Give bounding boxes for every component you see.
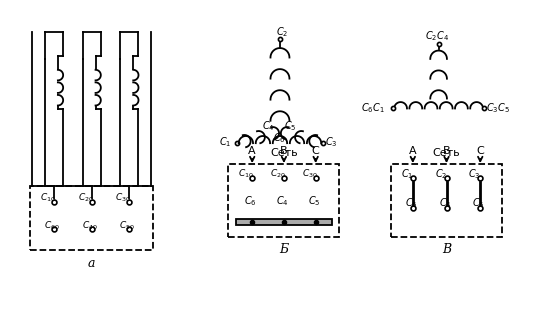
Text: $C_3C_5$: $C_3C_5$ bbox=[486, 102, 510, 115]
Text: а: а bbox=[88, 257, 95, 270]
Text: $C_{30}$: $C_{30}$ bbox=[115, 192, 131, 204]
Text: $C_6C_1$: $C_6C_1$ bbox=[361, 102, 385, 115]
Text: $C_4$: $C_4$ bbox=[439, 197, 451, 210]
Text: $C_{20}$: $C_{20}$ bbox=[78, 192, 94, 204]
Text: В: В bbox=[442, 243, 451, 256]
Text: B: B bbox=[280, 146, 288, 156]
Text: $C_6$: $C_6$ bbox=[244, 195, 257, 208]
Text: $C_6$: $C_6$ bbox=[273, 131, 286, 145]
Text: $C_4$: $C_4$ bbox=[276, 195, 289, 208]
Text: B: B bbox=[442, 146, 450, 156]
Text: $C_{20}$: $C_{20}$ bbox=[270, 168, 286, 180]
Text: C: C bbox=[477, 146, 484, 156]
Text: $C_5$: $C_5$ bbox=[284, 119, 296, 133]
Text: $C_{50}$: $C_{50}$ bbox=[120, 219, 135, 232]
Text: $C_5$: $C_5$ bbox=[472, 197, 485, 210]
Text: $C_2$: $C_2$ bbox=[435, 167, 447, 181]
Text: C: C bbox=[312, 146, 320, 156]
Text: $C_3$: $C_3$ bbox=[325, 135, 337, 149]
Text: Сеть: Сеть bbox=[433, 148, 460, 158]
Text: $C_2C_4$: $C_2C_4$ bbox=[425, 29, 449, 43]
Text: $C_3$: $C_3$ bbox=[468, 167, 481, 181]
Text: $C_{40}$: $C_{40}$ bbox=[82, 219, 98, 232]
Text: $C_6$: $C_6$ bbox=[405, 197, 418, 210]
Text: Сеть: Сеть bbox=[270, 148, 298, 158]
Text: $C_{30}$: $C_{30}$ bbox=[302, 168, 318, 180]
Text: $C_{10}$: $C_{10}$ bbox=[40, 192, 56, 204]
Text: A: A bbox=[409, 146, 417, 156]
Text: $C_4$: $C_4$ bbox=[262, 119, 275, 133]
Bar bbox=[236, 218, 332, 226]
Text: $C_{60}$: $C_{60}$ bbox=[44, 219, 60, 232]
Text: $C_1$: $C_1$ bbox=[401, 167, 413, 181]
Text: $C_2$: $C_2$ bbox=[276, 25, 288, 39]
Text: A: A bbox=[249, 146, 256, 156]
Text: Б: Б bbox=[279, 243, 289, 256]
Text: $C_1$: $C_1$ bbox=[219, 135, 232, 149]
Text: $C_5$: $C_5$ bbox=[307, 195, 320, 208]
Text: $C_{10}$: $C_{10}$ bbox=[239, 168, 254, 180]
